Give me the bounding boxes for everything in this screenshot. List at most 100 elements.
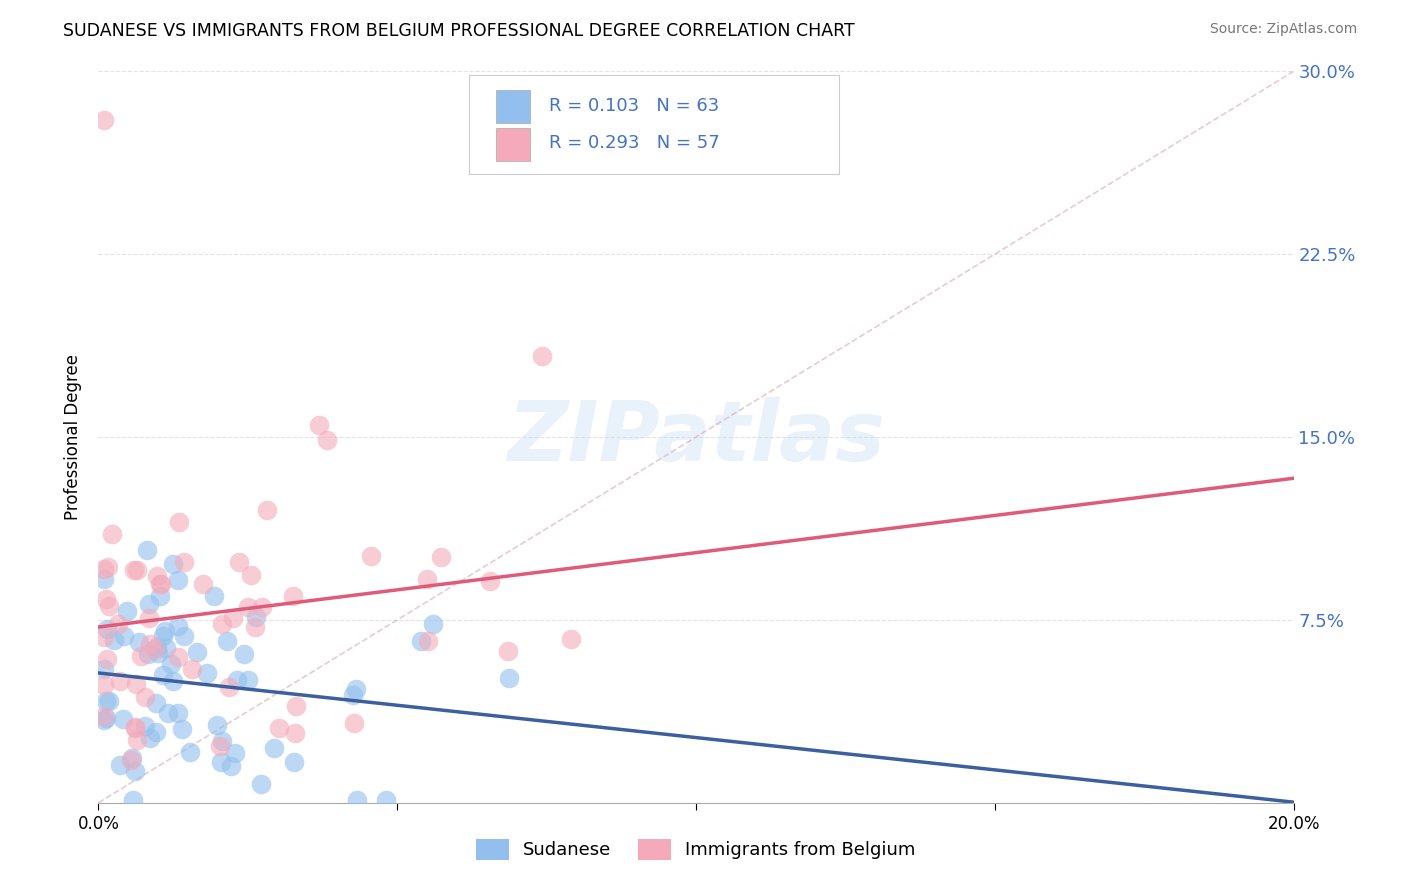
Point xyxy=(96,652,118,666)
Point xyxy=(284,725,307,739)
Point xyxy=(236,600,259,615)
Point xyxy=(179,745,201,759)
Y-axis label: Professional Degree: Professional Degree xyxy=(65,354,83,520)
Point xyxy=(108,758,131,772)
Point xyxy=(124,721,146,735)
Point xyxy=(173,629,195,643)
Point xyxy=(478,574,501,588)
Point xyxy=(134,719,156,733)
Point xyxy=(160,657,183,672)
Point xyxy=(149,589,172,603)
Point xyxy=(316,434,339,448)
Point xyxy=(93,573,115,587)
Point xyxy=(267,721,290,735)
Point xyxy=(530,349,553,363)
Point xyxy=(125,563,148,577)
Point xyxy=(121,751,143,765)
Point xyxy=(149,577,172,591)
Point xyxy=(496,644,519,658)
Text: Source: ZipAtlas.com: Source: ZipAtlas.com xyxy=(1209,22,1357,37)
Point xyxy=(103,632,125,647)
Point xyxy=(93,113,115,128)
Point xyxy=(139,731,162,745)
Point xyxy=(152,667,174,681)
Point xyxy=(93,630,115,644)
Point xyxy=(96,694,118,708)
Point xyxy=(97,694,120,708)
Point xyxy=(170,722,193,736)
Point xyxy=(112,712,135,726)
Point xyxy=(167,573,190,587)
Point xyxy=(429,549,451,564)
Point xyxy=(120,753,142,767)
Point xyxy=(155,640,177,655)
Point xyxy=(207,717,229,731)
Point xyxy=(129,648,152,663)
Point xyxy=(101,527,124,541)
Point xyxy=(263,741,285,756)
Point xyxy=(173,555,195,569)
Point xyxy=(146,640,169,654)
Point xyxy=(112,629,135,643)
Point xyxy=(181,662,204,676)
Point xyxy=(138,611,160,625)
Point xyxy=(560,632,582,646)
Point xyxy=(186,645,208,659)
Point xyxy=(250,600,273,615)
Point xyxy=(122,563,145,577)
Point xyxy=(93,562,115,576)
Point xyxy=(344,681,367,696)
Point xyxy=(115,604,138,618)
Point xyxy=(232,647,254,661)
Point xyxy=(93,662,115,676)
Point xyxy=(416,634,439,648)
Point xyxy=(308,418,330,433)
Point xyxy=(107,616,129,631)
Text: ZIPatlas: ZIPatlas xyxy=(508,397,884,477)
Point xyxy=(224,746,246,760)
Point xyxy=(195,665,218,680)
Point xyxy=(136,647,159,661)
Point xyxy=(236,673,259,687)
Point xyxy=(211,733,233,747)
Point xyxy=(94,711,117,725)
Point xyxy=(375,793,398,807)
Point xyxy=(145,725,167,739)
Point xyxy=(136,542,159,557)
Point xyxy=(108,674,131,689)
Point xyxy=(167,516,190,530)
Point xyxy=(498,671,520,685)
Point xyxy=(346,793,368,807)
Point xyxy=(97,599,120,613)
Point xyxy=(148,646,170,660)
Point xyxy=(145,569,167,583)
Point xyxy=(122,793,145,807)
Text: R = 0.103   N = 63: R = 0.103 N = 63 xyxy=(548,96,720,115)
Text: SUDANESE VS IMMIGRANTS FROM BELGIUM PROFESSIONAL DEGREE CORRELATION CHART: SUDANESE VS IMMIGRANTS FROM BELGIUM PROF… xyxy=(63,22,855,40)
Point xyxy=(250,777,273,791)
Legend: Sudanese, Immigrants from Belgium: Sudanese, Immigrants from Belgium xyxy=(470,831,922,867)
Point xyxy=(127,733,149,747)
Point xyxy=(93,708,115,723)
Point xyxy=(222,611,245,625)
Point xyxy=(283,756,305,770)
Point xyxy=(209,755,232,769)
Point xyxy=(342,688,364,702)
Point xyxy=(239,567,262,582)
Point xyxy=(228,555,250,569)
Point xyxy=(256,503,278,517)
Point xyxy=(422,616,444,631)
Point xyxy=(96,622,118,636)
Point xyxy=(343,715,366,730)
Point xyxy=(166,650,188,665)
Point xyxy=(97,559,120,574)
Point xyxy=(211,617,233,632)
Point xyxy=(134,690,156,704)
Point xyxy=(96,592,118,607)
Point xyxy=(215,634,238,648)
Point xyxy=(285,699,308,714)
Point xyxy=(416,572,439,586)
Point xyxy=(124,720,146,734)
Point xyxy=(143,641,166,656)
Point xyxy=(157,706,180,720)
